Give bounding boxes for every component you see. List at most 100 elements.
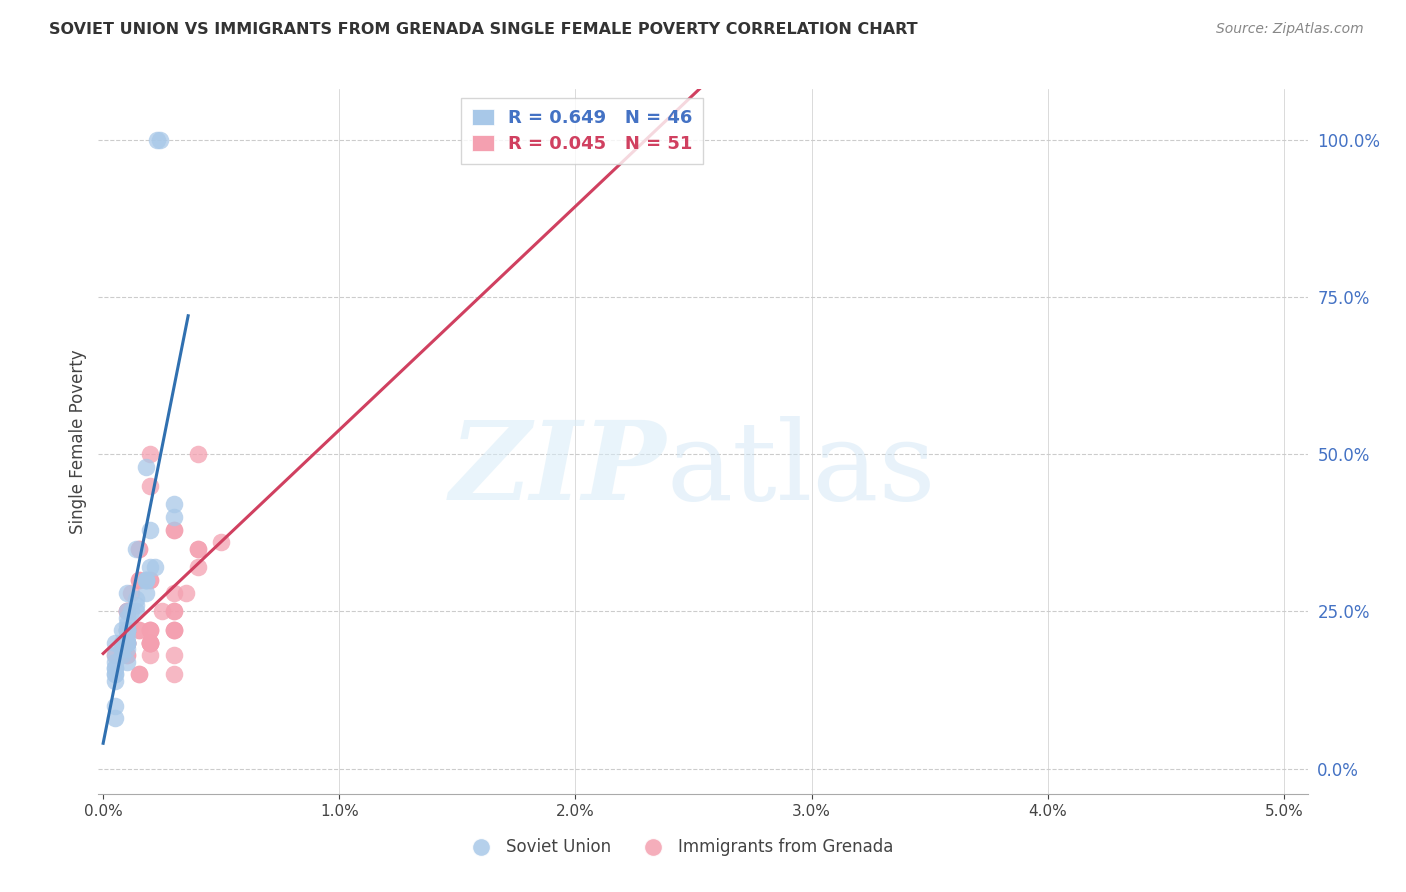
Point [104, 673, 127, 688]
Point [163, 648, 186, 663]
Point [135, 573, 157, 587]
Point [115, 617, 138, 632]
Point [128, 541, 150, 556]
Point [163, 523, 186, 537]
Point [115, 655, 138, 669]
Point [125, 604, 148, 618]
Point [111, 636, 134, 650]
Point [163, 498, 186, 512]
Point [128, 573, 150, 587]
Point [115, 636, 138, 650]
Point [115, 624, 138, 638]
Point [115, 642, 138, 657]
Point [139, 560, 162, 574]
Text: SOVIET UNION VS IMMIGRANTS FROM GRENADA SINGLE FEMALE POVERTY CORRELATION CHART: SOVIET UNION VS IMMIGRANTS FROM GRENADA … [49, 22, 918, 37]
Point [135, 459, 157, 474]
Point [128, 573, 150, 587]
Point [104, 655, 127, 669]
Point [139, 624, 162, 638]
Point [125, 541, 148, 556]
Point [163, 604, 186, 618]
Point [115, 624, 138, 638]
Point [139, 636, 162, 650]
Point [187, 447, 209, 461]
Point [163, 624, 186, 638]
Point [115, 636, 138, 650]
Point [150, 604, 173, 618]
Point [104, 661, 127, 675]
Point [163, 604, 186, 618]
Point [115, 636, 138, 650]
Point [139, 523, 162, 537]
Point [163, 624, 186, 638]
Point [115, 630, 138, 644]
Point [139, 624, 162, 638]
Legend: Soviet Union, Immigrants from Grenada: Soviet Union, Immigrants from Grenada [458, 831, 900, 863]
Point [163, 624, 186, 638]
Point [115, 585, 138, 599]
Point [135, 573, 157, 587]
Point [115, 624, 138, 638]
Point [163, 585, 186, 599]
Point [209, 535, 232, 549]
Point [163, 523, 186, 537]
Point [139, 447, 162, 461]
Point [139, 573, 162, 587]
Point [115, 648, 138, 663]
Point [139, 636, 162, 650]
Point [115, 636, 138, 650]
Point [139, 636, 162, 650]
Point [187, 560, 209, 574]
Point [187, 541, 209, 556]
Point [115, 611, 138, 625]
Point [104, 648, 127, 663]
Point [115, 648, 138, 663]
Text: Source: ZipAtlas.com: Source: ZipAtlas.com [1216, 22, 1364, 37]
Point [128, 667, 150, 681]
Point [115, 604, 138, 618]
Point [149, 132, 172, 146]
Point [163, 667, 186, 681]
Point [115, 604, 138, 618]
Point [135, 573, 157, 587]
Point [111, 636, 134, 650]
Point [128, 541, 150, 556]
Text: atlas: atlas [666, 417, 936, 524]
Point [115, 604, 138, 618]
Point [115, 624, 138, 638]
Point [104, 661, 127, 675]
Point [187, 541, 209, 556]
Point [128, 667, 150, 681]
Point [115, 604, 138, 618]
Point [139, 636, 162, 650]
Point [111, 642, 134, 657]
Point [163, 510, 186, 524]
Point [111, 648, 134, 663]
Point [104, 636, 127, 650]
Point [139, 478, 162, 492]
Point [174, 585, 197, 599]
Point [115, 636, 138, 650]
Point [121, 585, 143, 599]
Point [104, 711, 127, 725]
Point [121, 604, 143, 618]
Point [139, 573, 162, 587]
Point [104, 667, 127, 681]
Point [104, 648, 127, 663]
Point [115, 636, 138, 650]
Point [128, 624, 150, 638]
Point [115, 636, 138, 650]
Point [128, 624, 150, 638]
Point [115, 636, 138, 650]
Y-axis label: Single Female Poverty: Single Female Poverty [69, 350, 87, 533]
Point [135, 585, 157, 599]
Point [143, 560, 166, 574]
Point [104, 698, 127, 713]
Point [146, 132, 169, 146]
Point [139, 624, 162, 638]
Point [139, 636, 162, 650]
Point [104, 667, 127, 681]
Point [115, 624, 138, 638]
Point [139, 648, 162, 663]
Point [111, 624, 134, 638]
